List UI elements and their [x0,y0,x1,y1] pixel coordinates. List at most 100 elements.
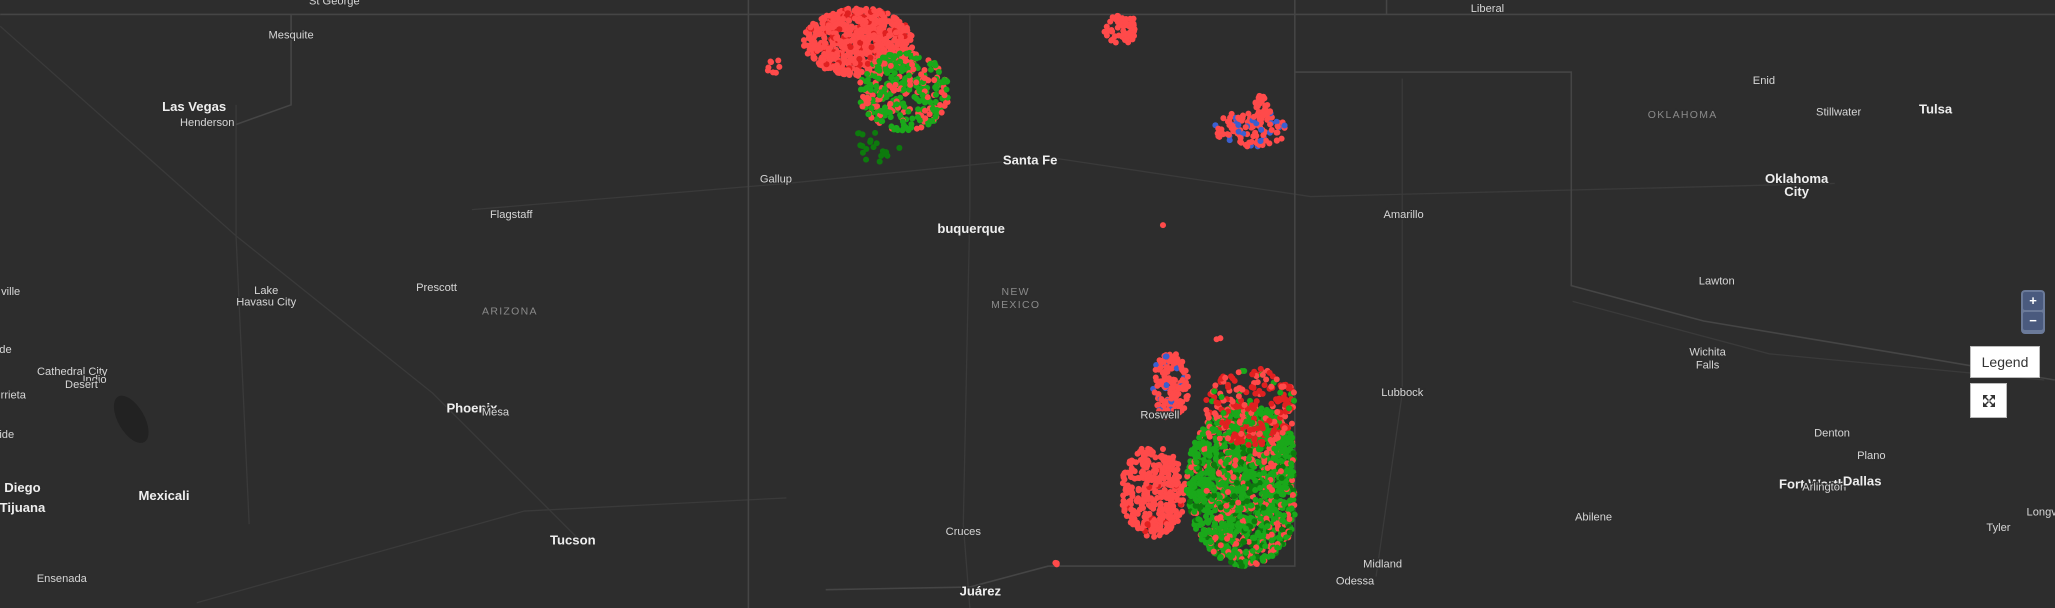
data-point [1120,492,1127,499]
data-point [1248,384,1255,391]
city-label: Longv [2027,506,2055,518]
data-point [1267,437,1274,444]
data-point [1171,413,1178,420]
data-point [1264,523,1271,530]
data-point [905,108,912,115]
city-label: Tyler [1986,522,2010,534]
data-point [1260,504,1267,511]
data-point [895,38,902,45]
legend-button[interactable]: Legend [1970,346,2040,378]
data-point [908,124,915,131]
data-point [1254,504,1261,511]
data-point [909,44,916,51]
data-point [1291,511,1298,518]
data-point [1278,135,1285,142]
data-point [1284,435,1291,442]
data-point [846,71,853,78]
data-point [870,32,877,39]
data-point [1154,494,1161,501]
data-point [864,71,871,78]
data-point [1205,517,1212,524]
data-point [821,44,828,51]
data-point [1260,557,1267,564]
data-point [856,55,863,62]
data-point [802,29,809,36]
city-label: Flagstaff [490,209,533,221]
fullscreen-button[interactable] [1970,383,2007,418]
data-point [816,31,823,38]
zoom-out[interactable]: − [2023,312,2043,330]
data-point [1149,526,1156,533]
data-point [1231,546,1238,553]
data-point [886,32,893,39]
city-label: Abilene [1575,512,1612,524]
data-point [1156,532,1163,539]
data-point [1114,12,1121,19]
data-point [1156,515,1163,522]
data-point [1274,434,1281,441]
data-point [1171,353,1178,360]
data-point [860,35,867,42]
data-point [811,42,818,49]
data-point [1270,429,1277,436]
data-point [1254,510,1261,517]
data-point [1241,538,1248,545]
data-point [1288,420,1295,427]
data-point [1161,454,1168,461]
data-point [808,37,815,44]
data-point [1152,489,1159,496]
data-point [1123,484,1130,491]
data-point [890,87,897,94]
data-point [1249,469,1256,476]
data-point [836,26,843,33]
data-point [1224,496,1231,503]
data-point [1217,504,1224,511]
data-point [1170,407,1177,414]
data-point [1281,425,1288,432]
data-point [1192,502,1199,509]
data-point [1232,457,1239,464]
data-point [879,10,886,17]
data-point [1161,486,1168,493]
data-point [859,103,866,110]
state-label: ARIZONA [482,307,538,318]
data-point [886,82,893,89]
data-point [1172,402,1179,409]
state-label: NEW [1002,287,1030,298]
city-label: Enid [1753,75,1775,87]
city-label: Cruces [946,526,982,538]
data-point [876,92,883,99]
city-label: Juárez [960,584,1002,599]
data-point [1273,129,1280,136]
data-point [1158,396,1165,403]
data-point [1246,139,1253,146]
data-point [893,29,900,36]
data-point [1164,406,1171,414]
data-point [1268,552,1275,559]
data-point [1273,118,1280,125]
data-point [1235,128,1242,135]
data-point [1224,472,1231,479]
data-point [1245,538,1252,545]
data-point [1156,461,1163,468]
data-point [1134,519,1141,526]
data-point [876,50,883,57]
data-point [925,121,932,128]
zoom-in[interactable]: + [2023,292,2043,310]
data-point [1220,115,1227,122]
data-point [1242,558,1249,565]
data-point [1158,412,1165,419]
data-point [1159,446,1167,453]
data-point [1163,463,1170,470]
data-point [1259,371,1266,378]
data-point [1274,544,1281,551]
city-label: Phoenix [446,400,498,415]
data-point [855,130,862,137]
data-point [1266,140,1273,147]
data-point [1146,510,1153,517]
data-point [921,66,928,73]
data-point [1192,525,1200,532]
data-point [875,75,882,82]
data-point [926,111,933,118]
